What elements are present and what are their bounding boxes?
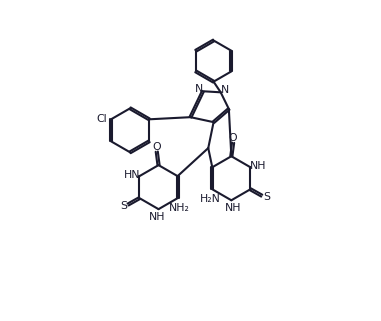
Text: H₂N: H₂N — [200, 194, 221, 204]
Text: O: O — [229, 133, 237, 143]
Text: S: S — [263, 192, 270, 203]
Text: NH: NH — [225, 203, 242, 213]
Text: N: N — [221, 85, 229, 95]
Text: NH: NH — [149, 212, 165, 222]
Text: NH: NH — [250, 161, 266, 171]
Text: HN: HN — [123, 170, 140, 180]
Text: Cl: Cl — [96, 114, 107, 124]
Text: N: N — [195, 84, 203, 94]
Text: S: S — [120, 201, 127, 211]
Text: O: O — [152, 142, 161, 152]
Text: NH₂: NH₂ — [169, 203, 190, 213]
